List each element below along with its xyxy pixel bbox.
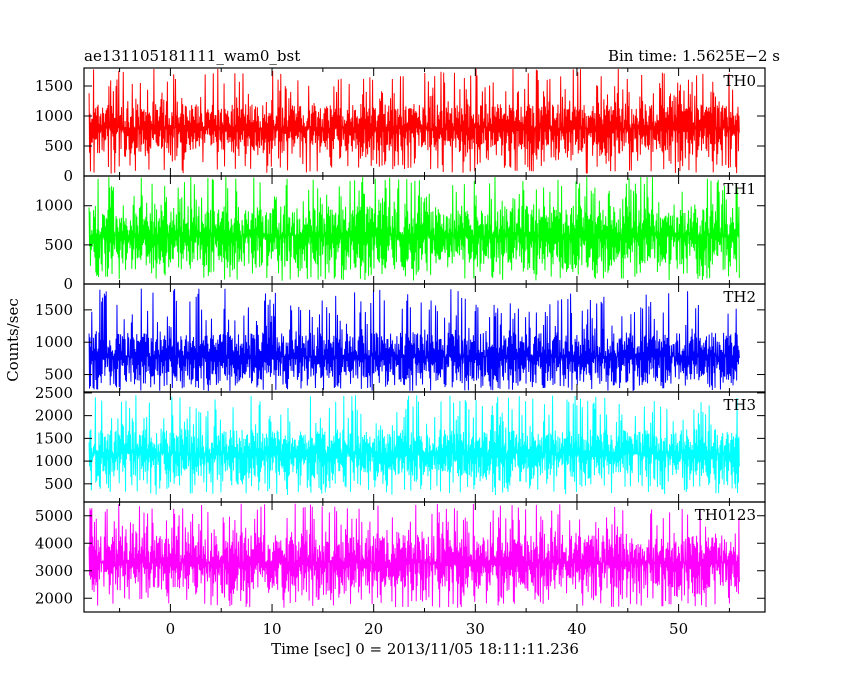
y-tick-label: 2000: [35, 589, 73, 607]
panel-label-th1: TH1: [723, 180, 756, 198]
panel-label-th0: TH0: [723, 72, 756, 90]
y-tick-label: 0: [63, 167, 73, 185]
panel-label-th3: TH3: [723, 396, 756, 414]
y-tick-label: 2500: [35, 384, 73, 402]
y-tick-label: 1500: [35, 301, 73, 319]
y-tick-label: 1500: [35, 77, 73, 95]
y-tick-label: 500: [44, 366, 73, 384]
y-tick-label: 500: [44, 236, 73, 254]
x-tick-label: 20: [364, 620, 383, 638]
series-line-th0123: [88, 503, 740, 608]
y-tick-label: 500: [44, 475, 73, 493]
y-tick-label: 1000: [35, 452, 73, 470]
y-tick-label: 5000: [35, 507, 73, 525]
y-tick-label: 2000: [35, 407, 73, 425]
x-tick-label: 10: [262, 620, 281, 638]
series-line-th2: [88, 288, 740, 392]
x-tick-label: 0: [166, 620, 176, 638]
panel-label-th0123: TH0123: [695, 506, 756, 524]
x-tick-label: 40: [567, 620, 586, 638]
panel-th1: 0 500 1000 TH1: [35, 175, 766, 293]
x-axis-label: Time [sec] 0 = 2013/11/05 18:11:11.236: [271, 640, 579, 658]
panel-th0: 0 500 1000 1500 TH0: [35, 67, 766, 185]
y-tick-label: 1000: [35, 333, 73, 351]
y-tick-label: 4000: [35, 534, 73, 552]
y-tick-label: 1500: [35, 429, 73, 447]
series-line-th0: [88, 68, 740, 174]
panel-th0123: 2000 3000 4000 5000 TH0123: [35, 501, 766, 613]
series-line-th1: [88, 176, 740, 281]
x-tick-label: 30: [466, 620, 485, 638]
header-right-bin-time: Bin time: 1.5625E−2 s: [608, 47, 780, 65]
header-left-title: ae131105181111_wam0_bst: [84, 47, 300, 65]
y-tick-label: 0: [63, 275, 73, 293]
x-tick-label: 50: [669, 620, 688, 638]
panel-label-th2: TH2: [723, 288, 756, 306]
y-tick-label: 3000: [35, 562, 73, 580]
panel-th3: 500 1000 1500 2000 2500 TH3: [35, 384, 766, 503]
series-line-th3: [88, 395, 740, 496]
y-tick-label: 1000: [35, 107, 73, 125]
y-tick-label: 1000: [35, 197, 73, 215]
y-axis-label: Counts/sec: [4, 298, 22, 382]
panel-th2: 500 1000 1500 TH2: [35, 283, 766, 393]
y-tick-label: 500: [44, 137, 73, 155]
